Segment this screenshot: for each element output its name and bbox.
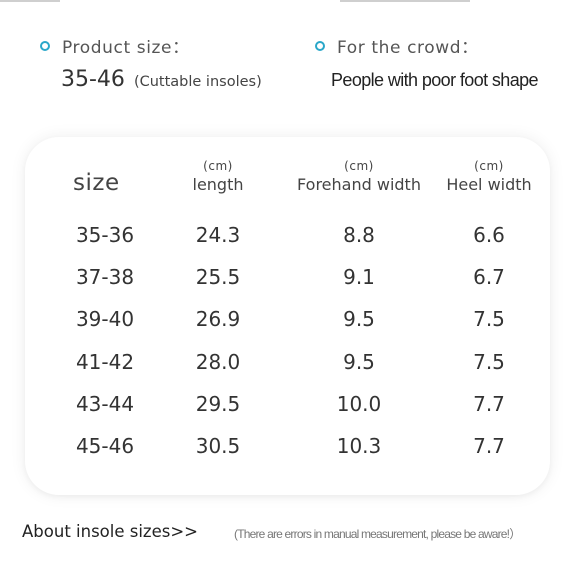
forehand-width-column-header: (cm) Forehand width xyxy=(289,159,429,194)
forehand-width-cell: 8.8 xyxy=(343,223,375,247)
circle-bullet-icon xyxy=(315,40,325,51)
length-cell: 24.3 xyxy=(195,223,241,247)
product-size-note: (Cuttable insoles) xyxy=(133,74,262,90)
table-row: 45-46 30.5 10.3 7.7 xyxy=(25,434,550,464)
length-cell: 29.5 xyxy=(195,391,241,416)
heel-width-unit: (cm) xyxy=(474,159,504,173)
top-divider xyxy=(0,0,578,4)
length-cell: 30.5 xyxy=(195,434,241,458)
size-cell: 41-42 xyxy=(75,349,135,374)
crowd-label: For the crowd： xyxy=(337,38,479,58)
forehand-width-cell: 10.0 xyxy=(336,391,382,416)
table-row: 35-36 24.3 8.8 6.6 xyxy=(25,223,550,253)
crowd-value: People with poor foot shape xyxy=(331,70,539,90)
size-cell: 39-40 xyxy=(75,307,135,332)
measurement-error-note: (There are errors in manual measurement,… xyxy=(234,527,521,541)
size-table-card: size (cm) length (cm) Forehand width (cm… xyxy=(25,137,550,495)
product-size-range: 35-46 xyxy=(61,67,125,92)
length-header-label: length xyxy=(192,175,244,194)
heel-width-cell: 6.7 xyxy=(473,265,505,290)
length-cell: 25.5 xyxy=(195,265,241,290)
forehand-width-header-label: Forehand width xyxy=(297,175,421,194)
heel-width-cell: 7.5 xyxy=(473,307,505,332)
heel-width-header-label: Heel width xyxy=(446,175,532,194)
heel-width-cell: 7.7 xyxy=(473,434,505,458)
forehand-width-cell: 9.1 xyxy=(343,265,375,290)
product-size-label-row: Product size： xyxy=(40,33,262,58)
size-cell: 45-46 xyxy=(75,434,135,458)
heel-width-cell: 7.7 xyxy=(473,391,505,416)
crowd-section: For the crowd： People with poor foot sha… xyxy=(315,33,539,91)
table-row: 41-42 28.0 9.5 7.5 xyxy=(25,350,550,380)
forehand-width-cell: 10.3 xyxy=(336,434,382,458)
size-cell: 43-44 xyxy=(75,391,135,416)
length-cell: 26.9 xyxy=(195,307,241,332)
size-cell: 35-36 xyxy=(75,223,135,247)
product-size-label: Product size： xyxy=(62,38,190,58)
size-column-header: size xyxy=(73,170,120,196)
table-row: 37-38 25.5 9.1 6.7 xyxy=(25,265,550,295)
forehand-width-cell: 9.5 xyxy=(343,349,375,374)
crowd-label-row: For the crowd： xyxy=(315,33,538,58)
table-row: 39-40 26.9 9.5 7.5 xyxy=(25,307,550,337)
product-size-value-row: 35-46 (Cuttable insoles) xyxy=(40,67,262,92)
table-row: 43-44 29.5 10.0 7.7 xyxy=(25,392,550,422)
length-column-header: (cm) length xyxy=(183,159,253,194)
forehand-width-unit: (cm) xyxy=(344,159,374,173)
circle-bullet-icon xyxy=(40,40,50,51)
heel-width-cell: 6.6 xyxy=(473,223,505,247)
length-cell: 28.0 xyxy=(195,349,241,374)
product-size-section: Product size： 35-46 (Cuttable insoles) xyxy=(40,33,262,92)
heel-width-column-header: (cm) Heel width xyxy=(439,159,539,194)
about-insole-sizes-link[interactable]: About insole sizes>> xyxy=(22,522,198,541)
length-unit: (cm) xyxy=(203,159,233,173)
size-cell: 37-38 xyxy=(75,265,135,290)
heel-width-cell: 7.5 xyxy=(473,349,505,374)
forehand-width-cell: 9.5 xyxy=(343,307,375,332)
